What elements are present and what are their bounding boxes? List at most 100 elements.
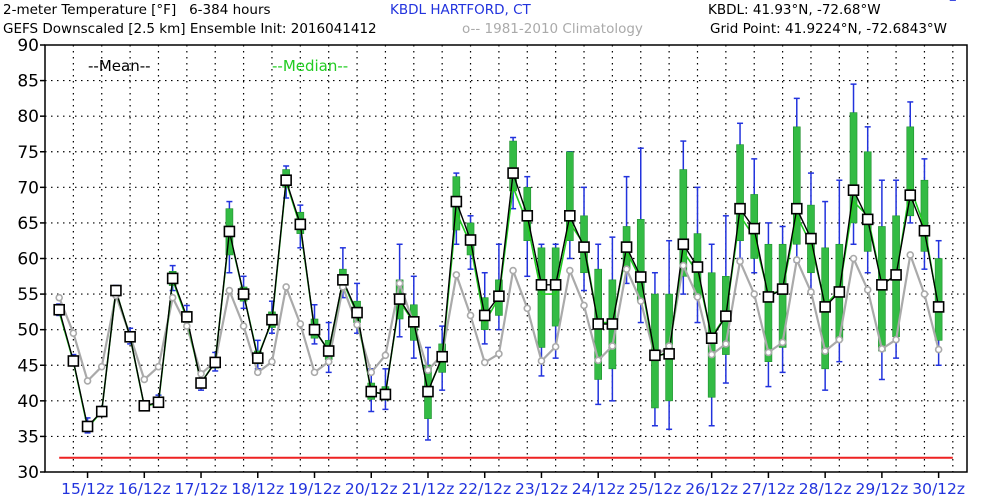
mean-point [890, 269, 902, 281]
climatology-point [367, 368, 376, 377]
mean-point [436, 350, 448, 363]
climatology-point [381, 351, 390, 360]
climatology-point [69, 329, 78, 338]
climatology-point [934, 345, 943, 354]
model-info: GEFS Downscaled [2.5 km] Ensemble Init: … [3, 21, 377, 37]
mean-point [918, 224, 931, 237]
mean-point [677, 238, 690, 251]
mean-point [294, 218, 307, 231]
x-tick-label: 28/12z [799, 480, 852, 498]
climatology-point [537, 357, 546, 365]
x-tick-label: 20/12z [345, 480, 398, 498]
y-tick-label: 65 [17, 214, 39, 234]
mean-point [393, 293, 406, 305]
climatology-point [183, 322, 191, 330]
mean-point [195, 377, 207, 389]
y-tick-label: 40 [17, 392, 39, 412]
climatology-point [324, 357, 333, 366]
climatology-point [736, 257, 744, 266]
climatology-point [622, 265, 631, 273]
mean-point [649, 349, 661, 362]
climatology-point [580, 301, 588, 310]
mean-point [322, 345, 335, 357]
climatology-point [225, 286, 234, 295]
climatology-point [750, 290, 759, 298]
mean-point [762, 291, 775, 303]
mean-point [209, 356, 222, 369]
mean-point [932, 301, 945, 313]
mean-point [53, 303, 65, 316]
climatology-point [920, 290, 929, 298]
spread-box [537, 247, 546, 348]
x-tick-label: 16/12z [118, 480, 171, 498]
climatology-point [168, 293, 177, 302]
climatology-point [268, 357, 276, 366]
climatology-point [353, 320, 361, 329]
climatology-point [849, 254, 858, 263]
mean-point [337, 274, 349, 286]
mean-point [266, 313, 278, 326]
mean-point [308, 323, 321, 336]
y-tick-label: 50 [17, 321, 39, 341]
mean-point [493, 290, 505, 303]
spread-box [849, 112, 858, 224]
mean-point [549, 279, 562, 291]
climatology-point [97, 362, 106, 371]
spread-box [792, 126, 801, 245]
mean-point [578, 241, 590, 253]
x-tick-label: 22/12z [458, 480, 511, 498]
mean-point [81, 420, 94, 433]
climatology-point [452, 271, 461, 279]
spread-box [764, 243, 773, 362]
whisker-layer [56, 0, 956, 441]
climatology-point [83, 377, 92, 385]
climatology-point [310, 368, 319, 377]
spread-box [509, 140, 517, 192]
climatology-point [821, 347, 829, 355]
legend-median: --Median-- [272, 57, 348, 75]
mean-point [152, 396, 165, 409]
mean-point [776, 283, 789, 295]
climatology-point [764, 348, 773, 357]
climatology-point [679, 261, 688, 270]
mean-point [407, 316, 420, 328]
climatology-point [807, 288, 815, 296]
y-tick-label: 90 [17, 36, 39, 56]
legend-mean: --Mean-- [88, 57, 151, 75]
mean-point [166, 272, 179, 285]
mean-point [138, 400, 151, 412]
y-tick-label: 75 [17, 143, 39, 163]
mean-point [507, 167, 519, 179]
climatology-point [707, 350, 716, 359]
climatology-point [239, 322, 248, 330]
mean-point [251, 352, 264, 364]
climatology-point [480, 358, 489, 367]
climatology-point [55, 293, 63, 302]
mean-point [535, 279, 548, 291]
mean-point [181, 311, 193, 323]
grid-point-coords: Grid Point: 41.9224°N, -72.6843°W [710, 21, 948, 37]
climatology-point [566, 266, 574, 275]
climatology-point [722, 340, 730, 348]
climatology-point [792, 256, 801, 264]
spread-box [863, 151, 872, 252]
spread-box [906, 126, 915, 217]
mean-point [110, 284, 122, 297]
mean-point [464, 234, 477, 246]
mean-point [720, 310, 732, 322]
mean-point [280, 174, 292, 187]
station-name: KBDL HARTFORD, CT [390, 2, 531, 18]
station-coords: KBDL: 41.93°N, -72.68°W [708, 2, 881, 18]
x-tick-label: 30/12z [912, 480, 965, 498]
climatology-point [906, 251, 915, 259]
mean-point [663, 348, 675, 360]
y-tick-label: 35 [17, 427, 39, 447]
climatology-point [253, 368, 262, 377]
x-tick-label: 19/12z [288, 480, 341, 498]
mean-point [691, 261, 704, 273]
mean-point [592, 318, 605, 330]
mean-point [847, 184, 860, 196]
climatology-point [551, 342, 560, 351]
climatology-point [523, 304, 532, 313]
